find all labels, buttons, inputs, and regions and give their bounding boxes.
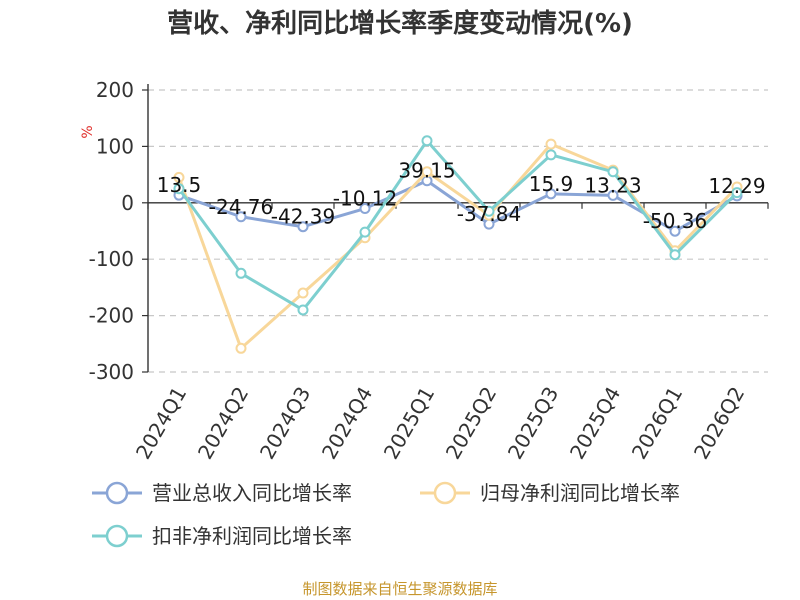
data-point (421, 166, 433, 178)
data-point (235, 211, 247, 223)
series-line (177, 142, 739, 350)
x-tick-label: 2026Q2 (689, 383, 749, 464)
y-tick-label: -300 (89, 360, 134, 384)
x-tick-label: 2026Q1 (627, 383, 687, 464)
data-point (359, 203, 371, 215)
data-label: 39.15 (398, 159, 455, 183)
data-point (607, 189, 619, 201)
series-lines (173, 135, 743, 354)
data-point (545, 188, 557, 200)
legend-item: 扣非净利润同比增长率 (92, 524, 352, 548)
data-point (731, 187, 743, 199)
data-label: 13.23 (584, 173, 641, 197)
data-point (607, 166, 619, 178)
legend-label: 扣非净利润同比增长率 (152, 524, 352, 548)
data-point (669, 249, 681, 261)
data-point (173, 183, 185, 195)
legend-label: 营业总收入同比增长率 (152, 481, 352, 505)
legend-label: 归母净利润同比增长率 (480, 481, 680, 505)
y-tick-label: 100 (96, 134, 134, 158)
data-label: -37.84 (457, 202, 521, 226)
data-point (297, 304, 309, 316)
data-point (235, 342, 247, 354)
y-tick-label: -100 (89, 247, 134, 271)
data-point (297, 221, 309, 233)
data-point (297, 287, 309, 299)
x-tick-label: 2024Q4 (317, 383, 377, 464)
data-point (545, 149, 557, 161)
x-tick-label: 2024Q1 (131, 383, 191, 464)
x-tick-label: 2025Q2 (441, 383, 501, 464)
data-point (483, 205, 495, 217)
y-tick-label: 200 (96, 78, 134, 102)
x-tick-label: 2025Q3 (503, 383, 563, 464)
series-line (177, 139, 739, 312)
data-label: 15.9 (529, 172, 574, 196)
legend-swatch-marker (105, 481, 129, 505)
legend-swatch-marker (105, 524, 129, 548)
data-point (421, 135, 433, 147)
legend-item: 归母净利润同比增长率 (420, 481, 680, 505)
chart-title: 营收、净利同比增长率季度变动情况(%) (167, 8, 633, 39)
y-tick-label: -200 (89, 304, 134, 328)
legend-swatch-marker (433, 481, 457, 505)
data-label: -10.12 (333, 187, 397, 211)
data-point (545, 138, 557, 150)
data-point (359, 226, 371, 238)
data-label: -42.39 (271, 205, 335, 229)
x-tick-label: 2025Q1 (379, 383, 439, 464)
y-tick-label: 0 (121, 191, 134, 215)
data-label: 13.5 (157, 173, 202, 197)
gridlines (148, 89, 768, 373)
data-point (235, 267, 247, 279)
y-axis-unit-label: % (80, 125, 96, 138)
data-point (669, 225, 681, 237)
data-point (173, 171, 185, 183)
data-label: 12.29 (708, 174, 765, 198)
data-source-note: 制图数据来自恒生聚源数据库 (302, 580, 497, 598)
x-tick-label: 2025Q4 (565, 383, 625, 464)
data-label: -24.76 (209, 195, 273, 219)
x-tick-label: 2024Q3 (255, 383, 315, 464)
legend-item: 营业总收入同比增长率 (92, 481, 352, 505)
data-label: -50.36 (643, 209, 707, 233)
x-tick-label: 2024Q2 (193, 383, 253, 464)
